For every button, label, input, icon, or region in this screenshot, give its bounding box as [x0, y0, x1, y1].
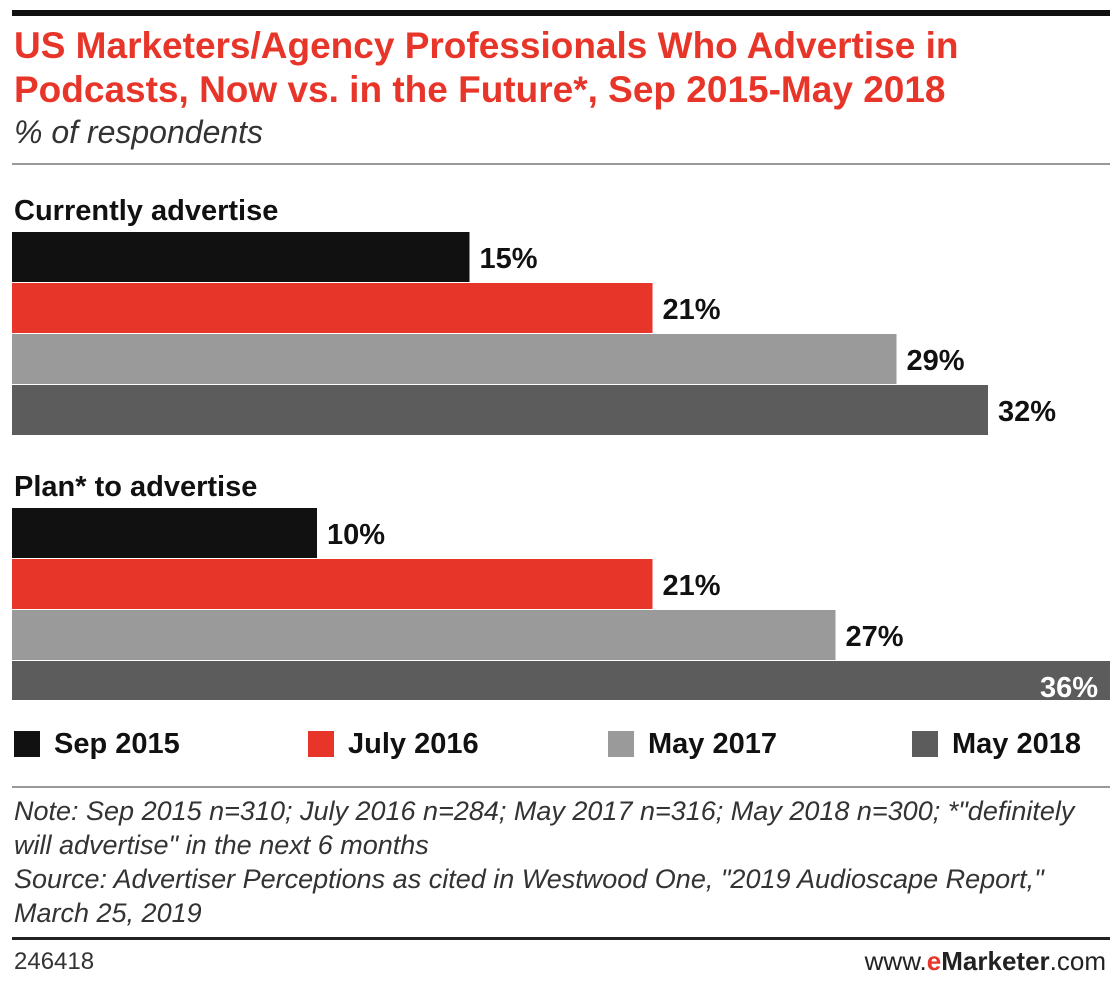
legend-label: Sep 2015	[54, 727, 180, 760]
chart-note: Note: Sep 2015 n=310; July 2016 n=284; M…	[14, 794, 1104, 930]
brand-prefix: www.	[864, 946, 927, 976]
bar	[12, 610, 836, 660]
data-label: 21%	[663, 570, 721, 602]
brand-e: e	[926, 946, 942, 976]
footer-rule	[12, 937, 1110, 940]
data-label: 15%	[480, 243, 538, 275]
chart-title: US Marketers/Agency Professionals Who Ad…	[14, 25, 959, 110]
bar-chart: Currently advertise 15% 21% 29% 32% Plan* to …	[12, 195, 1110, 700]
data-label: 36%	[1040, 672, 1098, 700]
group-label: Currently advertise	[14, 195, 278, 227]
chart-subtitle: % of respondents	[14, 114, 264, 150]
data-label: 27%	[846, 621, 904, 653]
data-label: 10%	[327, 519, 385, 551]
bar	[12, 283, 653, 333]
legend-item-may-2017: May 2017	[608, 724, 777, 764]
legend-swatch	[308, 731, 334, 757]
bar	[12, 508, 317, 558]
bar	[12, 334, 897, 384]
legend-swatch	[912, 731, 938, 757]
top-rule	[12, 10, 1110, 16]
legend-swatch	[14, 731, 40, 757]
divider	[12, 786, 1110, 788]
bar	[12, 232, 470, 282]
brand-suffix: .com	[1049, 946, 1106, 976]
legend-item-july-2016: July 2016	[308, 724, 479, 764]
legend-item-sep-2015: Sep 2015	[14, 724, 180, 764]
legend-label: July 2016	[348, 727, 479, 760]
legend-label: May 2017	[648, 727, 777, 760]
legend-label: May 2018	[952, 727, 1081, 760]
data-label: 32%	[998, 396, 1056, 428]
legend: Sep 2015 July 2016 May 2017 May 2018	[0, 724, 1120, 764]
data-label: 29%	[907, 345, 965, 377]
divider	[12, 163, 1110, 165]
bar	[12, 559, 653, 609]
legend-swatch	[608, 731, 634, 757]
source-text: Source: Advertiser Perceptions as cited …	[14, 864, 1044, 928]
data-label: 21%	[663, 294, 721, 326]
brand-name: Marketer	[941, 946, 1050, 976]
bar	[12, 661, 1110, 700]
legend-item-may-2018: May 2018	[912, 724, 1081, 764]
bar	[12, 385, 988, 435]
chart-id: 246418	[14, 948, 95, 975]
note-text: Note: Sep 2015 n=310; July 2016 n=284; M…	[14, 796, 1075, 860]
brand-logo: www.eMarketer.com	[865, 946, 1106, 977]
group-label: Plan* to advertise	[14, 471, 257, 503]
